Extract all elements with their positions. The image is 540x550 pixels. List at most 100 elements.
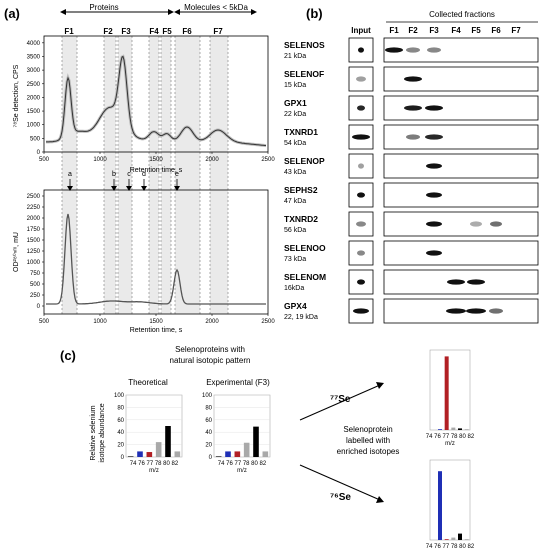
- x-tick-label: 500: [39, 319, 50, 325]
- chart-frame: [429, 349, 471, 431]
- peak-arrowhead-c: [126, 186, 132, 191]
- fraction-label: F7: [213, 27, 223, 36]
- protein-mass: 54 kDa: [284, 140, 306, 147]
- isotope-axis-labels: 74 76 77 78 80 82: [218, 461, 267, 467]
- protein-mass: 15 kDa: [284, 82, 306, 89]
- fraction-label: F5: [162, 27, 172, 36]
- x-tick-label: 2000: [205, 157, 219, 163]
- fraction-label: F2: [103, 27, 113, 36]
- isotope-bar-chart: 0 20 40 60 80 100 74 76 77 78 80 82m/z: [114, 393, 183, 474]
- blot-band: [352, 134, 370, 140]
- protein-name: TXNRD2: [284, 214, 318, 224]
- blot-row: SEPHS2 47 kDa: [284, 182, 539, 208]
- blot-band: [406, 47, 420, 53]
- y-tick-label: 500: [30, 282, 41, 288]
- y-tick-label: 3000: [27, 68, 41, 74]
- chart-frame: [429, 459, 471, 541]
- blot-row: SELENOO 73 kDa: [284, 240, 539, 266]
- isotope-bar: [464, 539, 469, 540]
- y-tick-label: 40: [117, 430, 124, 436]
- blot-row: SELENOF 15 kDa: [284, 66, 539, 92]
- fraction-label: F3: [121, 27, 131, 36]
- blot-row: SELENOP 43 kDa: [284, 153, 539, 179]
- proteins-group-label: Proteins: [89, 3, 118, 12]
- iso-ylabel-line2: isotope abundance: [99, 403, 106, 462]
- isotope-axis-labels: 74 76 77 78 80 82: [426, 544, 475, 550]
- isotope-bar-chart: 74 76 77 78 80 82m/z: [426, 459, 475, 550]
- lane-label: F5: [471, 26, 481, 35]
- isotope-bar: [215, 456, 222, 457]
- blot-band: [353, 308, 369, 314]
- panel-b-label: (b): [306, 6, 323, 21]
- blot-band: [356, 76, 366, 82]
- isotope-bar: [438, 429, 442, 430]
- y-tick-label: 1750: [27, 227, 41, 233]
- peak-label-d: d: [142, 171, 146, 178]
- isotope-bar: [165, 426, 171, 457]
- isotope-bar: [458, 533, 462, 540]
- top-plot-ylabel: ⁷⁸Se detection, CPS: [13, 64, 20, 127]
- molecules-arrow-right-head: [251, 9, 257, 15]
- x-tick-label: 1500: [149, 157, 163, 163]
- protein-mass: 22 kDa: [284, 111, 306, 118]
- chart-frame: [213, 394, 271, 458]
- blot-fraction-box: [383, 269, 539, 295]
- blot-band: [358, 47, 364, 53]
- top-plot-xticks: 500 1000 1500 2000 2500: [39, 152, 275, 163]
- blot-band: [358, 163, 364, 169]
- proteins-arrow-left-head: [60, 9, 66, 15]
- top-plot-xlabel: Retention time, s: [130, 167, 183, 174]
- fraction-band: [149, 36, 159, 314]
- blot-band: [490, 221, 502, 227]
- blot-band: [466, 308, 486, 314]
- isotope-bar: [444, 539, 449, 540]
- y-tick-label: 100: [114, 393, 125, 399]
- y-tick-label: 80: [205, 405, 212, 411]
- se-trace-line: [46, 55, 267, 147]
- y-tick-label: 0: [121, 455, 125, 461]
- blot-row: SELENOS 21 kDa: [284, 37, 539, 63]
- mz-label: m/z: [149, 468, 159, 474]
- top-plot-yticks: 0 500 1000 1500 2000 2500 3000 3500 4000: [27, 41, 44, 156]
- x-tick-label: 1500: [149, 319, 163, 325]
- isotope-bar: [253, 426, 259, 457]
- blot-input-box: [348, 66, 374, 92]
- y-tick-label: 1000: [27, 123, 41, 129]
- isotope-bar: [451, 427, 456, 430]
- blot-band: [426, 221, 442, 227]
- natural-title-line1: Selenoproteins with: [175, 345, 245, 354]
- y-tick-label: 500: [30, 136, 41, 142]
- y-tick-label: 2250: [27, 205, 41, 211]
- arrow-to-se76-head: [376, 496, 384, 503]
- blot-row: GPX1 22 kDa: [284, 95, 539, 121]
- labelled-line3: enriched isotopes: [337, 447, 400, 456]
- blot-band: [467, 279, 485, 285]
- y-tick-label: 100: [202, 393, 213, 399]
- x-tick-label: 1000: [93, 157, 107, 163]
- peak-label-b: b: [112, 171, 116, 178]
- y-tick-label: 0: [37, 304, 41, 310]
- x-tick-label: 2500: [261, 319, 275, 325]
- isotope-bar: [451, 537, 456, 540]
- blot-band: [357, 279, 365, 285]
- protein-mass: 56 kDa: [284, 227, 306, 234]
- input-lane-label: Input: [351, 26, 371, 35]
- protein-name: SELENOF: [284, 69, 324, 79]
- labelled-line2: labelled with: [346, 436, 390, 445]
- blot-band: [357, 250, 365, 256]
- isotope-bar: [146, 452, 153, 457]
- isotope-bar: [438, 471, 442, 540]
- blot-fraction-box: [383, 182, 539, 208]
- y-tick-label: 1000: [27, 260, 41, 266]
- protein-name: GPX1: [284, 98, 307, 108]
- protein-mass: 22, 19 kDa: [284, 314, 318, 321]
- fraction-label: F4: [149, 27, 159, 36]
- protein-name: TXNRD1: [284, 127, 318, 137]
- molecules-arrow-left-head: [174, 9, 180, 15]
- isotope-bar: [444, 356, 449, 430]
- isotope-bar: [243, 442, 250, 457]
- blot-band: [404, 76, 422, 82]
- blot-band: [357, 192, 365, 198]
